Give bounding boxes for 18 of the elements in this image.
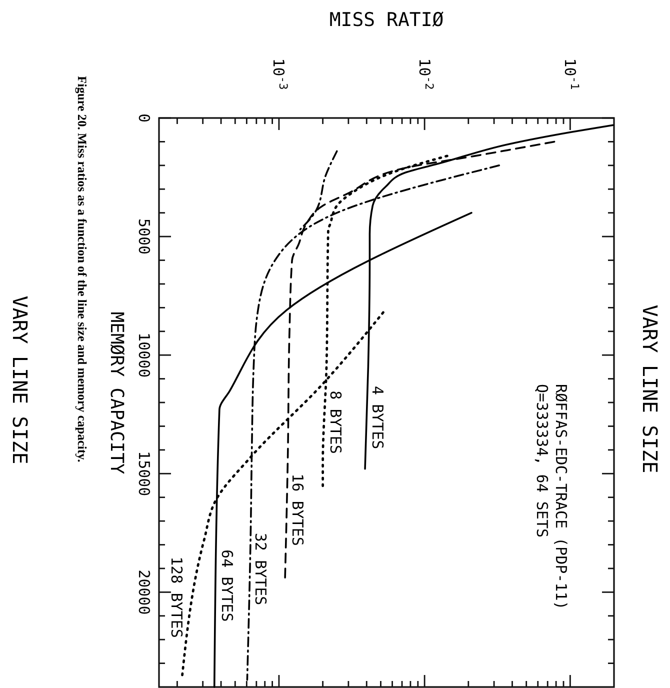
text: VARY LINE SIZE xyxy=(638,304,662,474)
annotation: RØFFAS-EDC-TRACE (PDP-11) xyxy=(552,384,570,610)
text: 128 BYTES xyxy=(167,556,186,638)
y-tick-label: 5000 xyxy=(135,218,153,255)
caption: Figure 20. Miss ratios as a function of the line size and memory capacity. xyxy=(75,76,89,462)
y-axis-title: MEMØRY CAPACITY xyxy=(106,312,127,474)
text: 8 BYTES xyxy=(326,390,345,454)
text: 32 BYTES xyxy=(252,532,270,606)
text: 64 BYTES xyxy=(218,549,236,622)
text: 4 BYTES xyxy=(368,386,387,450)
y-tick-label: 15000 xyxy=(135,451,153,496)
y-tick-label: 10000 xyxy=(135,332,153,378)
y-tick-label: 20000 xyxy=(135,570,153,615)
x-axis-title: MISS RATIØ xyxy=(329,9,444,31)
y-tick-label: 0 xyxy=(135,113,153,123)
annotation: Q=333334, 64 SETS xyxy=(533,384,551,538)
text: VARY LINE SIZE xyxy=(8,296,32,464)
text: 16 BYTES xyxy=(288,474,306,546)
